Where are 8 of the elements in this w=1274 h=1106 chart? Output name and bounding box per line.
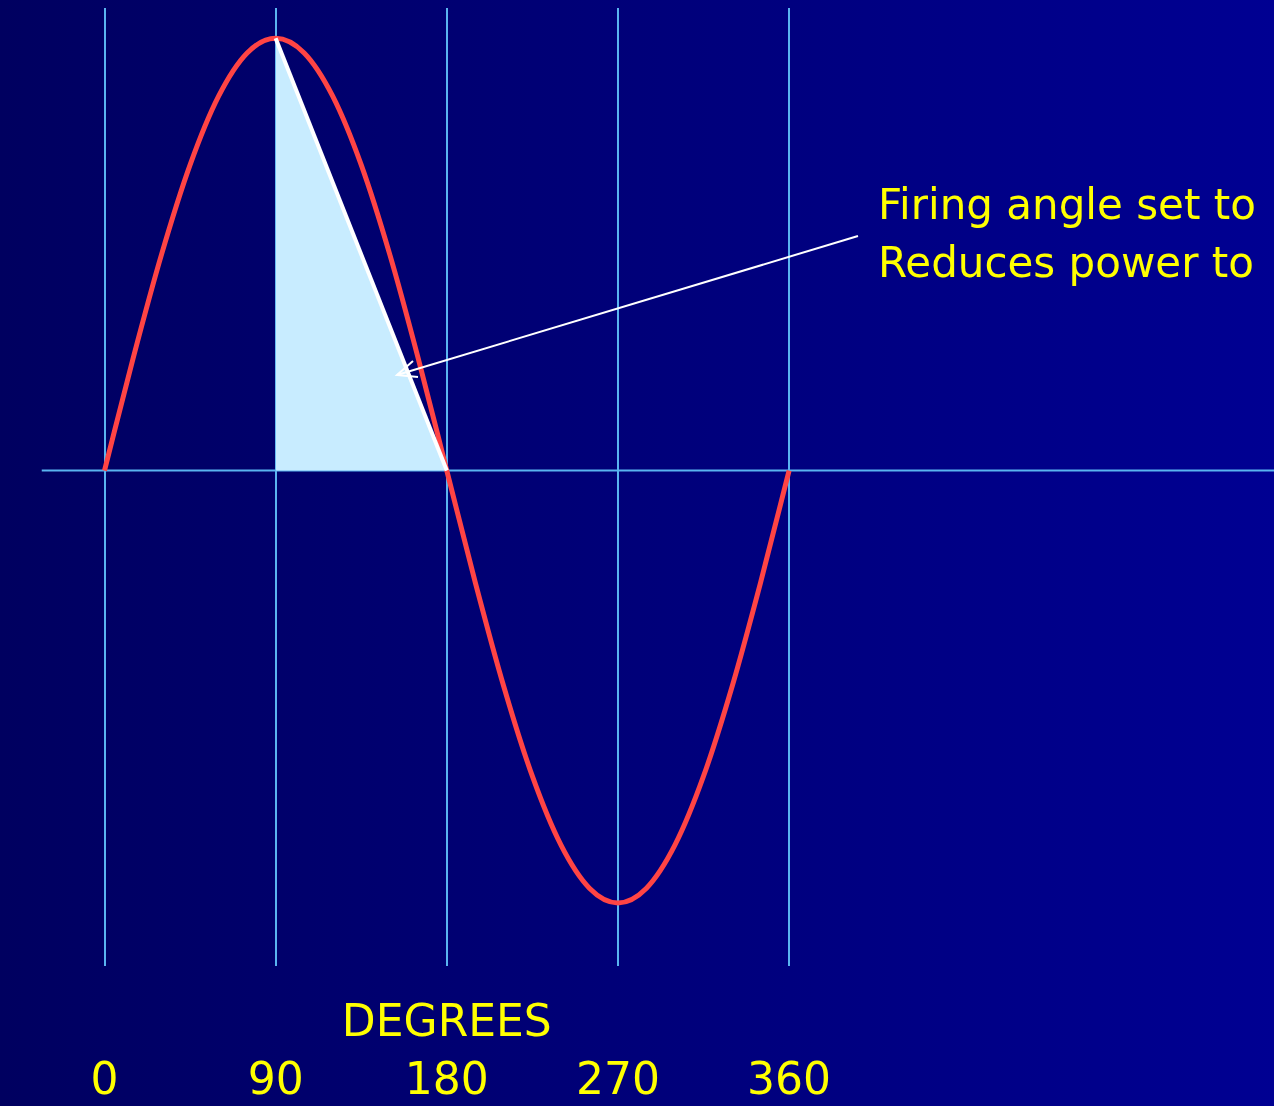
x-tick-label: 270 [575, 1052, 660, 1104]
annotation: Firing angle set to [878, 179, 1256, 229]
x-tick-label: 90 [247, 1052, 304, 1104]
x-tick-label: 360 [747, 1052, 832, 1104]
x-tick-label: 180 [404, 1052, 489, 1104]
x-tick-label: 0 [90, 1052, 119, 1104]
x-axis-title: DEGREES [341, 995, 552, 1047]
annotation: Reduces power to [878, 237, 1254, 287]
